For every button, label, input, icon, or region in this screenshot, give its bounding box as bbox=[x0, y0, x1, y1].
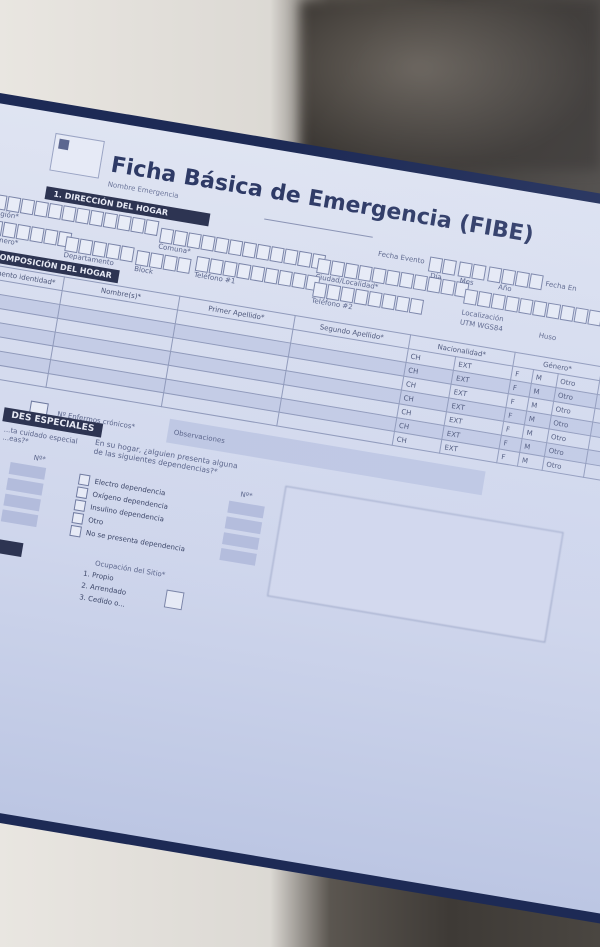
char-box[interactable] bbox=[409, 298, 424, 315]
fecha-en-label: Fecha En bbox=[545, 280, 577, 293]
n-label-2: Nº* bbox=[240, 490, 253, 500]
n-box[interactable] bbox=[3, 494, 40, 512]
n-box[interactable] bbox=[6, 478, 43, 496]
char-box[interactable] bbox=[269, 246, 284, 263]
char-box[interactable] bbox=[477, 291, 492, 308]
char-box[interactable] bbox=[264, 268, 279, 285]
char-box[interactable] bbox=[75, 208, 90, 225]
char-box[interactable] bbox=[130, 217, 145, 234]
fibe-form-paper: Ficha Básica de Emergencia (FIBE) Nombre… bbox=[0, 100, 600, 936]
char-box[interactable] bbox=[103, 212, 118, 229]
ano-label: Año bbox=[498, 283, 513, 293]
char-box[interactable] bbox=[463, 289, 478, 306]
char-box[interactable] bbox=[491, 293, 506, 310]
section-4-header bbox=[0, 537, 23, 557]
char-box[interactable] bbox=[47, 203, 62, 220]
char-box[interactable] bbox=[504, 296, 519, 313]
background-tree bbox=[300, 0, 600, 170]
char-box[interactable] bbox=[440, 279, 455, 296]
char-box[interactable] bbox=[399, 272, 414, 289]
dependencia-label: Otro bbox=[87, 516, 103, 526]
char-box[interactable] bbox=[200, 235, 215, 252]
char-box[interactable] bbox=[297, 251, 312, 268]
n-box[interactable] bbox=[1, 509, 38, 527]
char-box[interactable] bbox=[256, 244, 271, 261]
n-box[interactable] bbox=[225, 516, 262, 534]
genero-option[interactable]: M bbox=[517, 452, 544, 470]
char-box[interactable] bbox=[560, 305, 575, 322]
char-box[interactable] bbox=[442, 259, 457, 276]
n-box[interactable] bbox=[219, 548, 256, 566]
char-box[interactable] bbox=[528, 273, 543, 290]
char-box[interactable] bbox=[546, 303, 561, 320]
char-box[interactable] bbox=[367, 291, 382, 308]
genero-option[interactable]: F bbox=[497, 449, 520, 466]
char-box[interactable] bbox=[43, 229, 58, 246]
char-box[interactable] bbox=[119, 245, 134, 262]
char-box[interactable] bbox=[214, 237, 229, 254]
checkbox[interactable] bbox=[71, 512, 84, 525]
char-box[interactable] bbox=[163, 255, 178, 272]
block-label: Block bbox=[134, 265, 154, 276]
emergency-name-line bbox=[264, 219, 373, 238]
char-box[interactable] bbox=[278, 270, 293, 287]
necesidades-box bbox=[267, 486, 564, 643]
char-box[interactable] bbox=[250, 265, 265, 282]
observaciones-label: Observaciones bbox=[173, 429, 225, 445]
char-box[interactable] bbox=[283, 248, 298, 265]
char-box[interactable] bbox=[242, 242, 257, 259]
n-boxes bbox=[0, 462, 46, 531]
n-box[interactable] bbox=[222, 532, 259, 550]
edad-cell[interactable] bbox=[584, 463, 600, 485]
char-box[interactable] bbox=[573, 307, 588, 324]
dia-label: Día bbox=[430, 272, 443, 282]
char-box[interactable] bbox=[532, 300, 547, 317]
char-box[interactable] bbox=[61, 205, 76, 222]
char-box[interactable] bbox=[487, 266, 502, 283]
char-box[interactable] bbox=[381, 293, 396, 310]
checkbox[interactable] bbox=[76, 486, 89, 499]
n-box[interactable] bbox=[9, 462, 46, 480]
char-box[interactable] bbox=[515, 271, 530, 288]
n-label: Nº* bbox=[33, 454, 46, 464]
extra-field[interactable] bbox=[463, 289, 600, 327]
char-box[interactable] bbox=[518, 298, 533, 315]
ano-field[interactable] bbox=[487, 266, 545, 290]
char-box[interactable] bbox=[176, 257, 191, 274]
checkbox[interactable] bbox=[74, 499, 87, 512]
char-box[interactable] bbox=[413, 274, 428, 291]
char-box[interactable] bbox=[20, 198, 35, 215]
checkbox[interactable] bbox=[78, 474, 91, 487]
char-box[interactable] bbox=[385, 270, 400, 287]
char-box[interactable] bbox=[29, 226, 44, 243]
government-logo bbox=[49, 133, 105, 179]
n-box[interactable] bbox=[227, 501, 264, 519]
char-box[interactable] bbox=[89, 210, 104, 227]
char-box[interactable] bbox=[236, 263, 251, 280]
char-box[interactable] bbox=[354, 289, 369, 306]
fecha-evento-label: Fecha Evento bbox=[377, 250, 425, 266]
n-boxes-2 bbox=[219, 501, 265, 570]
char-box[interactable] bbox=[34, 201, 49, 218]
char-box[interactable] bbox=[117, 215, 132, 232]
char-box[interactable] bbox=[587, 310, 600, 327]
checkbox[interactable] bbox=[69, 525, 82, 538]
char-box[interactable] bbox=[228, 239, 243, 256]
char-box[interactable] bbox=[395, 296, 410, 313]
char-box[interactable] bbox=[291, 272, 306, 289]
huso-label: Huso bbox=[538, 332, 557, 343]
char-box[interactable] bbox=[144, 219, 159, 236]
